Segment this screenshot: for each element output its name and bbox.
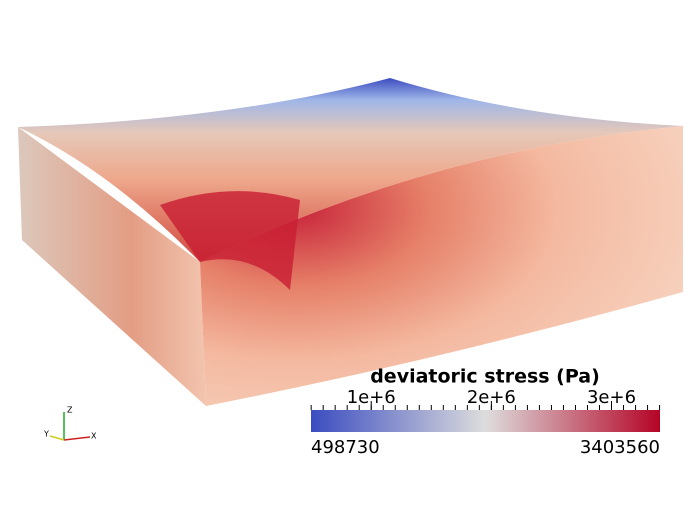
range-min-label: 498730 — [311, 437, 380, 458]
box-front-face — [200, 126, 683, 406]
tick-label: 1e+6 — [347, 387, 396, 408]
x-axis — [63, 436, 91, 441]
z-label: Z — [67, 406, 73, 415]
stress-hotspot — [160, 191, 300, 290]
axes-triad: Z X Y — [43, 406, 97, 441]
colorbar-title: deviatoric stress (Pa) — [370, 366, 600, 388]
y-label: Y — [43, 430, 49, 439]
colorbar: 1e+6 2e+6 3e+6 498730 3403560 — [310, 387, 661, 458]
tick-label: 3e+6 — [587, 387, 636, 408]
colorbar-bar — [311, 410, 660, 432]
x-label: X — [91, 432, 97, 441]
tick-label: 2e+6 — [467, 387, 516, 408]
y-axis — [49, 435, 65, 441]
range-max-label: 3403560 — [580, 437, 660, 458]
box-left-face — [18, 127, 206, 406]
